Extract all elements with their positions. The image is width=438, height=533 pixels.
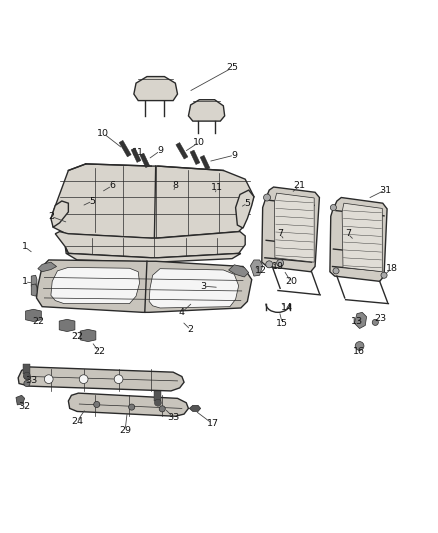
Polygon shape [31, 275, 37, 287]
Text: 5: 5 [89, 197, 95, 206]
Text: 29: 29 [119, 426, 131, 435]
Circle shape [23, 372, 30, 379]
Text: 11: 11 [211, 183, 223, 192]
Polygon shape [189, 405, 201, 411]
Text: 22: 22 [71, 332, 83, 341]
Text: 23: 23 [374, 314, 387, 324]
Circle shape [333, 268, 339, 274]
Polygon shape [36, 260, 252, 312]
Text: 7: 7 [277, 229, 283, 238]
Polygon shape [154, 391, 161, 401]
Text: 24: 24 [71, 417, 83, 426]
Circle shape [266, 261, 273, 268]
Text: 3: 3 [201, 281, 207, 290]
Polygon shape [53, 164, 254, 238]
Text: 15: 15 [276, 319, 288, 328]
Polygon shape [119, 140, 131, 157]
Polygon shape [31, 284, 37, 296]
Text: 1: 1 [22, 277, 28, 286]
Polygon shape [68, 393, 188, 416]
Polygon shape [251, 260, 263, 276]
Text: 18: 18 [385, 264, 397, 273]
Text: 12: 12 [254, 266, 266, 276]
Polygon shape [342, 203, 382, 272]
Circle shape [159, 406, 165, 412]
Polygon shape [38, 262, 57, 272]
Circle shape [44, 375, 53, 384]
Text: 33: 33 [167, 413, 179, 422]
Circle shape [154, 399, 161, 406]
Circle shape [129, 404, 135, 410]
Text: 13: 13 [350, 317, 363, 326]
Polygon shape [134, 77, 177, 101]
Polygon shape [25, 309, 41, 321]
Polygon shape [55, 231, 245, 258]
Text: 6: 6 [109, 181, 115, 190]
Circle shape [277, 260, 284, 266]
Text: 19: 19 [272, 262, 284, 271]
Text: 9: 9 [157, 146, 163, 155]
Polygon shape [262, 187, 319, 272]
Text: 25: 25 [226, 63, 238, 72]
Text: 8: 8 [172, 181, 178, 190]
Polygon shape [18, 367, 184, 391]
Circle shape [114, 375, 123, 384]
Polygon shape [140, 153, 150, 168]
Circle shape [24, 374, 30, 379]
Text: 16: 16 [353, 347, 365, 356]
Text: 9: 9 [231, 151, 237, 160]
Polygon shape [275, 193, 314, 262]
Text: 5: 5 [244, 199, 251, 208]
Circle shape [355, 342, 364, 350]
Text: 1: 1 [22, 243, 28, 252]
Text: 31: 31 [379, 185, 391, 195]
Text: 14: 14 [281, 303, 293, 312]
Text: 4: 4 [179, 308, 185, 317]
Text: 20: 20 [285, 277, 297, 286]
Circle shape [94, 401, 100, 408]
Polygon shape [80, 329, 96, 342]
Text: 21: 21 [294, 181, 306, 190]
Polygon shape [131, 148, 141, 163]
Polygon shape [23, 364, 30, 374]
Polygon shape [149, 269, 239, 308]
Text: 7: 7 [345, 229, 351, 238]
Circle shape [330, 205, 336, 211]
Polygon shape [65, 247, 241, 262]
Circle shape [24, 381, 30, 386]
Polygon shape [51, 268, 140, 304]
Text: 11: 11 [132, 149, 144, 157]
Circle shape [372, 319, 378, 326]
Text: 22: 22 [32, 317, 44, 326]
Polygon shape [176, 142, 188, 159]
Polygon shape [51, 201, 68, 227]
Circle shape [264, 194, 271, 201]
Text: 10: 10 [97, 129, 110, 138]
Polygon shape [229, 265, 249, 277]
Circle shape [79, 375, 88, 384]
Circle shape [381, 272, 387, 278]
Polygon shape [236, 190, 254, 228]
Polygon shape [190, 150, 200, 165]
Text: 2: 2 [187, 325, 194, 334]
Text: 22: 22 [93, 347, 105, 356]
Text: 17: 17 [206, 419, 219, 428]
Polygon shape [330, 198, 387, 281]
Polygon shape [200, 155, 210, 170]
Text: 10: 10 [193, 138, 205, 147]
Polygon shape [354, 312, 367, 328]
Text: 2: 2 [48, 212, 54, 221]
Text: 32: 32 [19, 402, 31, 411]
Polygon shape [59, 319, 75, 332]
Polygon shape [188, 100, 225, 121]
Polygon shape [16, 395, 25, 405]
Text: 33: 33 [25, 376, 37, 384]
